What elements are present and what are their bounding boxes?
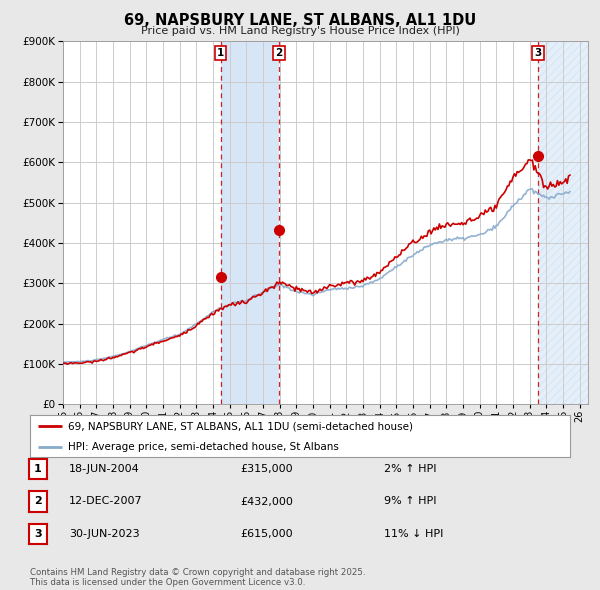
Bar	[221, 41, 279, 404]
Text: Contains HM Land Registry data © Crown copyright and database right 2025.
This d: Contains HM Land Registry data © Crown c…	[30, 568, 365, 587]
Text: 3: 3	[534, 48, 541, 58]
Text: 11% ↓ HPI: 11% ↓ HPI	[384, 529, 443, 539]
Text: 69, NAPSBURY LANE, ST ALBANS, AL1 1DU (semi-detached house): 69, NAPSBURY LANE, ST ALBANS, AL1 1DU (s…	[68, 421, 413, 431]
Text: Price paid vs. HM Land Registry's House Price Index (HPI): Price paid vs. HM Land Registry's House …	[140, 26, 460, 36]
Text: 1: 1	[34, 464, 41, 474]
Text: £615,000: £615,000	[240, 529, 293, 539]
Text: 18-JUN-2004: 18-JUN-2004	[69, 464, 140, 474]
Text: 30-JUN-2023: 30-JUN-2023	[69, 529, 140, 539]
Text: 1: 1	[217, 48, 224, 58]
Text: 69, NAPSBURY LANE, ST ALBANS, AL1 1DU: 69, NAPSBURY LANE, ST ALBANS, AL1 1DU	[124, 13, 476, 28]
Text: £315,000: £315,000	[240, 464, 293, 474]
Text: 2% ↑ HPI: 2% ↑ HPI	[384, 464, 437, 474]
Text: 2: 2	[34, 497, 41, 506]
Text: 3: 3	[34, 529, 41, 539]
Text: 2: 2	[275, 48, 283, 58]
Text: 12-DEC-2007: 12-DEC-2007	[69, 497, 143, 506]
Text: HPI: Average price, semi-detached house, St Albans: HPI: Average price, semi-detached house,…	[68, 442, 338, 451]
Bar	[538, 41, 588, 404]
Text: 9% ↑ HPI: 9% ↑ HPI	[384, 497, 437, 506]
Text: £432,000: £432,000	[240, 497, 293, 506]
